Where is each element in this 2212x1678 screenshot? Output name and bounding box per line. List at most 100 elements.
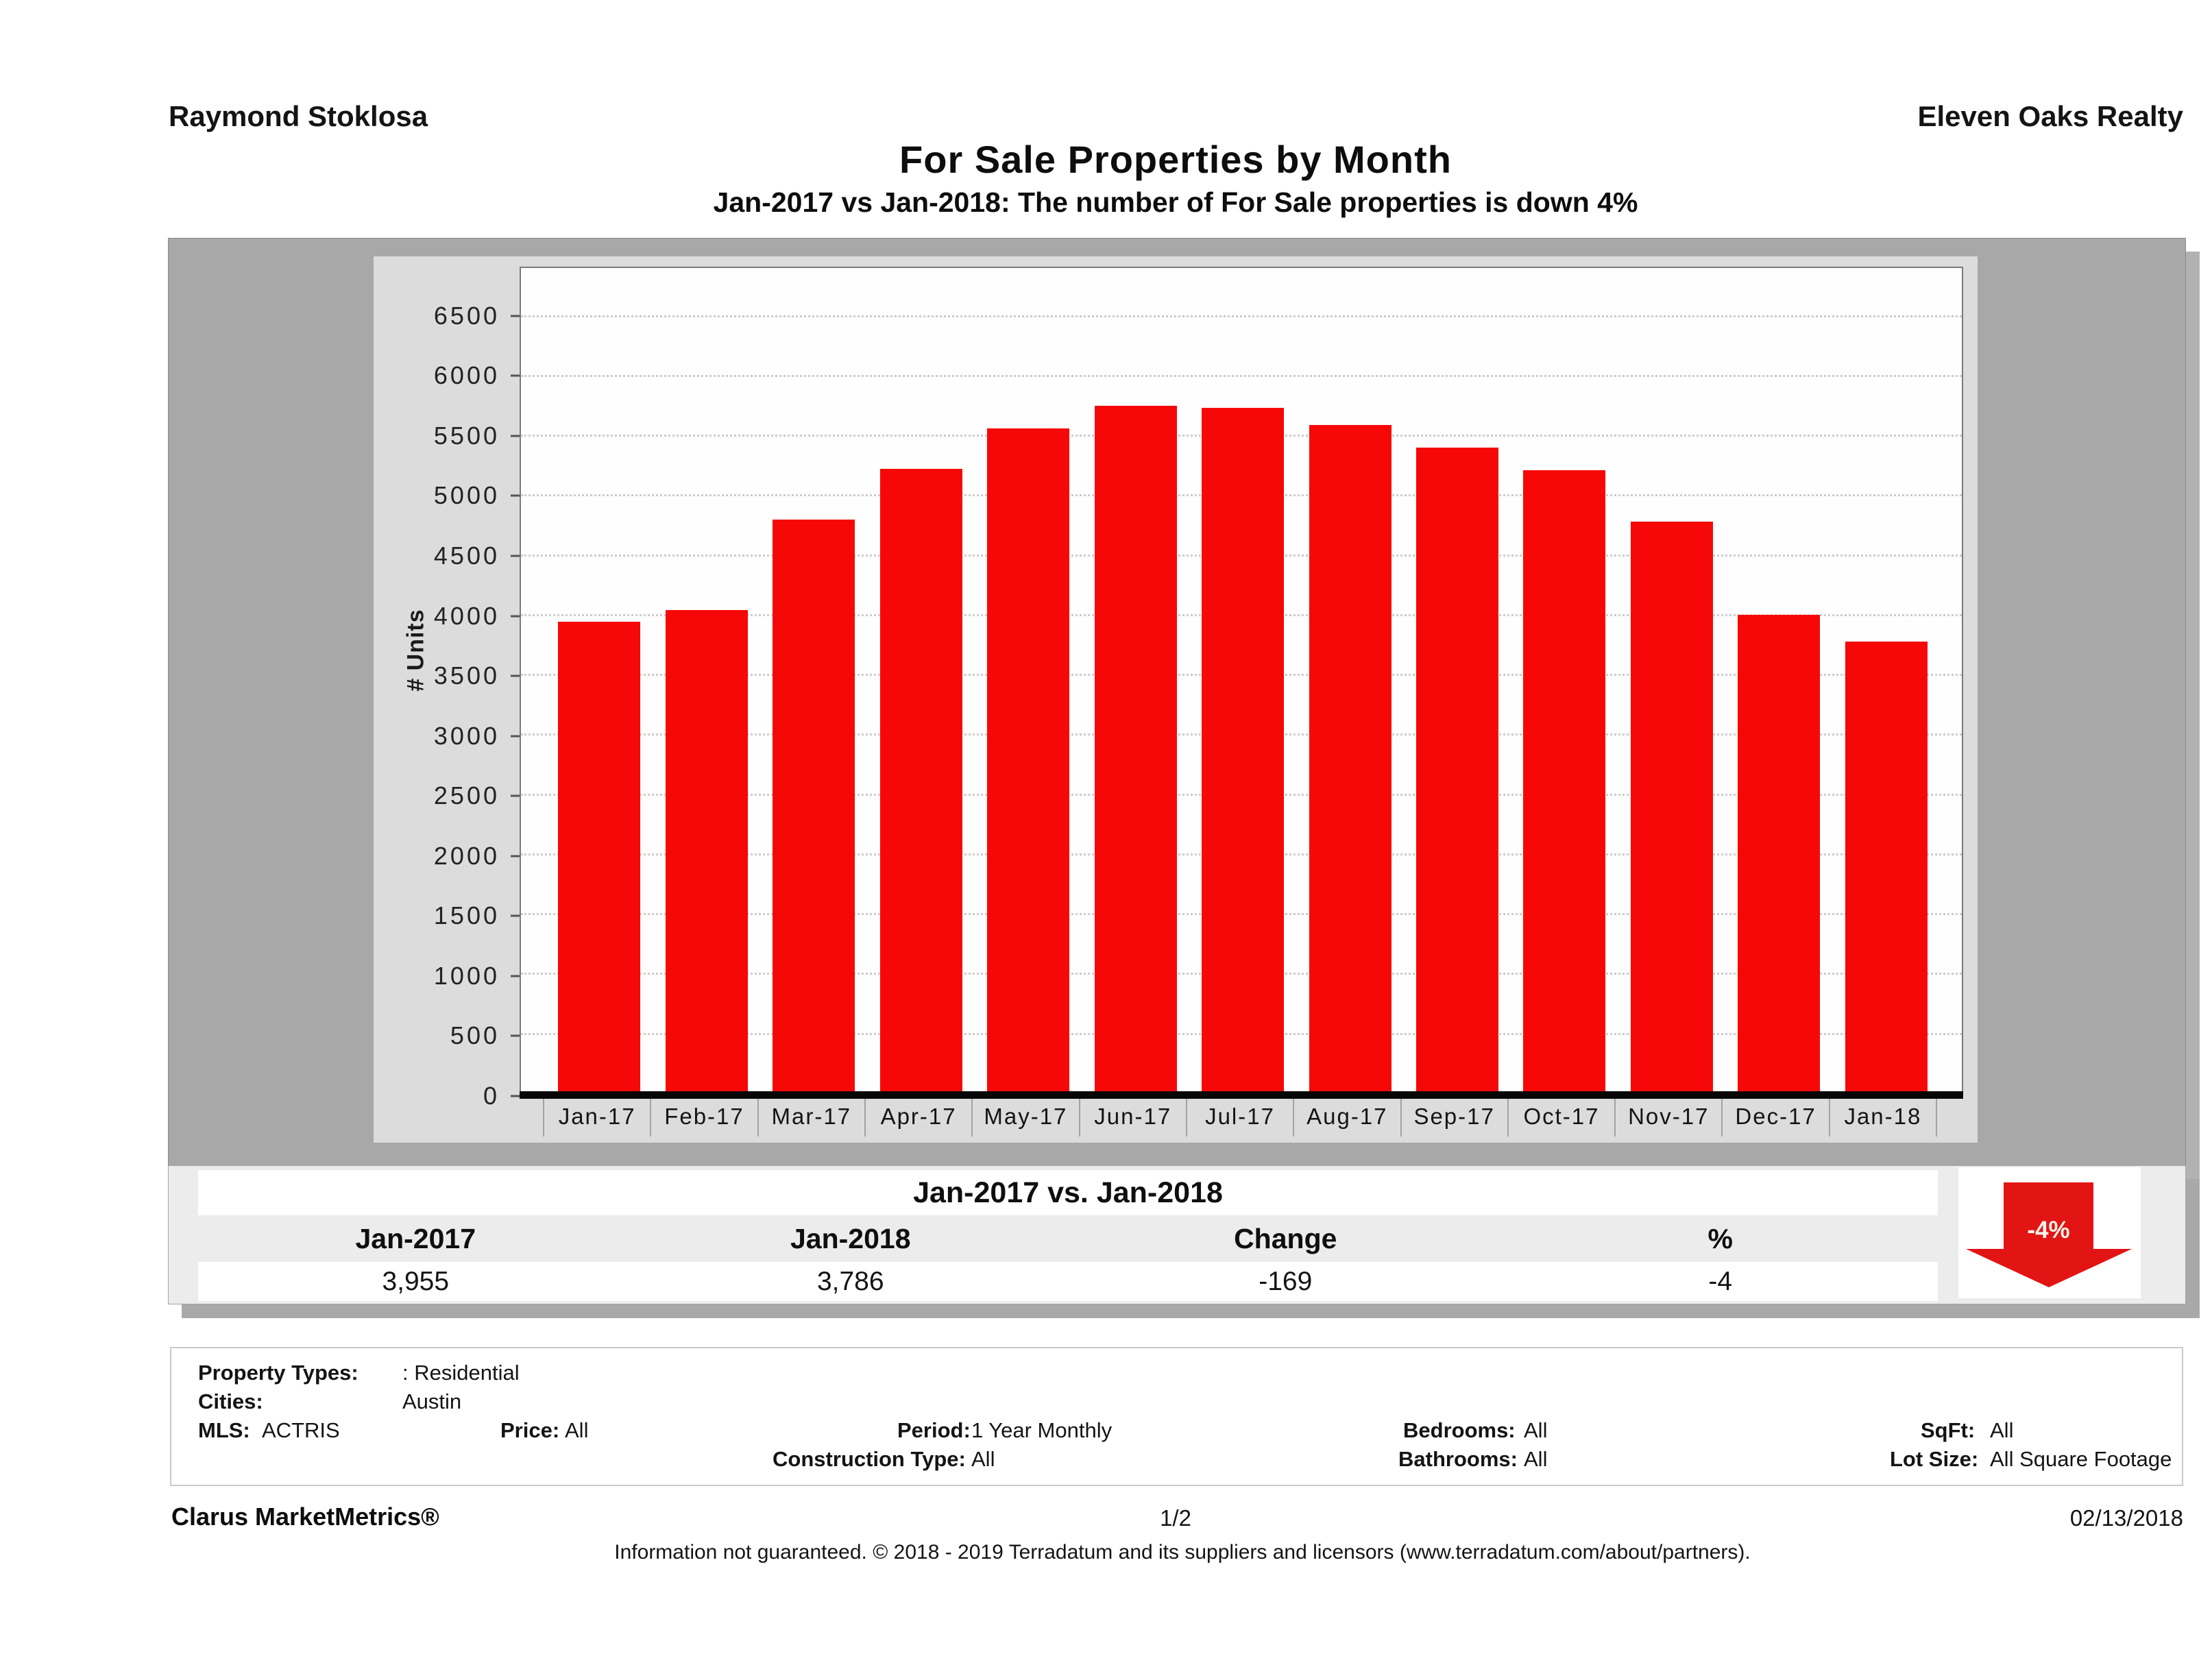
price-label: Price:	[500, 1418, 560, 1442]
y-tick-label-5500: 5500	[433, 421, 500, 450]
cities-value: Austin	[402, 1389, 462, 1413]
y-tick-mark-4000	[511, 615, 521, 618]
bedrooms-label: Bedrooms:	[1403, 1418, 1516, 1442]
summary-value-jan-2018: 3,786	[816, 1267, 884, 1296]
y-tick-label-6000: 6000	[433, 361, 500, 390]
bar-cell-may-17	[975, 268, 1082, 1095]
summary-value-percent: -4	[1708, 1267, 1733, 1296]
y-tick-mark-6500	[511, 315, 521, 317]
x-tick-label-nov-17: Nov-17	[1614, 1098, 1721, 1136]
bar-cell-jun-17	[1082, 268, 1189, 1095]
y-tick-mark-2000	[511, 855, 521, 858]
y-tick-mark-3000	[511, 735, 521, 738]
bar-cell-sep-17	[1404, 268, 1511, 1095]
period-label: Period:	[897, 1418, 971, 1442]
bar-jan-17	[558, 621, 641, 1095]
sqft-value: All	[1990, 1418, 2014, 1442]
summary-title: Jan-2017 vs. Jan-2018	[198, 1170, 1938, 1215]
bar-apr-17	[879, 469, 962, 1095]
y-tick-label-3500: 3500	[433, 661, 500, 690]
x-tick-label-jan-17: Jan-17	[543, 1098, 650, 1136]
sqft-label: SqFt:	[1921, 1418, 1976, 1442]
summary-header-row: Jan-2017 Jan-2018 Change %	[198, 1215, 1938, 1262]
bar-cell-aug-17	[1296, 268, 1403, 1095]
bar-sep-17	[1415, 447, 1498, 1095]
summary-header-jan-2018: Jan-2018	[790, 1223, 911, 1254]
y-tick-mark-5000	[511, 494, 521, 497]
mls-value: ACTRIS	[262, 1418, 340, 1442]
x-tick-label-mar-17: Mar-17	[757, 1098, 864, 1136]
bar-may-17	[987, 428, 1070, 1095]
bar-cell-jan-18	[1833, 268, 1940, 1095]
bar-jan-18	[1845, 642, 1928, 1095]
bar-feb-17	[665, 610, 748, 1095]
bar-jun-17	[1094, 405, 1177, 1095]
cities-label: Cities:	[198, 1389, 263, 1413]
gridline-6000	[521, 374, 1962, 377]
construction-type-value: All	[971, 1447, 995, 1471]
criteria-box: Property Types: : Residential Cities: Au…	[170, 1347, 2183, 1486]
mls-label: MLS:	[198, 1418, 250, 1442]
y-tick-label-2500: 2500	[433, 781, 500, 810]
bar-jul-17	[1202, 408, 1285, 1095]
x-axis-baseline	[520, 1091, 1963, 1099]
down-arrow-head-icon	[1966, 1249, 2132, 1287]
bar-dec-17	[1738, 615, 1821, 1095]
down-arrow-icon	[2004, 1182, 2093, 1249]
x-tick-label-jan-18: Jan-18	[1828, 1098, 1938, 1136]
bar-nov-17	[1630, 522, 1713, 1095]
bar-mar-17	[773, 519, 855, 1095]
y-tick-label-1000: 1000	[433, 961, 500, 990]
footer-date: 02/13/2018	[2069, 1505, 2183, 1531]
summary-header-change: Change	[1234, 1223, 1337, 1254]
x-tick-label-jun-17: Jun-17	[1078, 1098, 1186, 1136]
summary-value-change: -169	[1259, 1267, 1313, 1296]
agent-name: Raymond Stoklosa	[169, 100, 428, 132]
summary-header-percent: %	[1707, 1223, 1733, 1254]
x-tick-label-jul-17: Jul-17	[1185, 1098, 1293, 1136]
y-tick-label-0: 0	[483, 1082, 500, 1110]
y-tick-label-4000: 4000	[433, 601, 500, 630]
property-types-label: Property Types:	[198, 1361, 358, 1385]
x-tick-label-may-17: May-17	[971, 1098, 1078, 1136]
footer-product-name: Clarus MarketMetrics®	[171, 1503, 439, 1531]
summary-header-jan-2017: Jan-2017	[355, 1223, 476, 1254]
bar-cell-oct-17	[1511, 268, 1618, 1095]
y-tick-label-3000: 3000	[433, 721, 500, 750]
plot-area	[520, 267, 1963, 1099]
y-tick-mark-500	[511, 1034, 521, 1037]
bar-cell-dec-17	[1725, 268, 1832, 1095]
x-axis-labels: Jan-17 Feb-17 Mar-17 Apr-17 May-17 Jun-17 Jul-…	[543, 1098, 1938, 1136]
period-value: 1 Year Monthly	[971, 1418, 1113, 1442]
y-tick-label-1500: 1500	[433, 901, 500, 930]
bar-cell-jul-17	[1189, 268, 1296, 1095]
bathrooms-value: All	[1524, 1447, 1548, 1471]
bedrooms-value: All	[1524, 1418, 1548, 1442]
bar-cell-nov-17	[1618, 268, 1725, 1095]
construction-type-label: Construction Type:	[773, 1447, 966, 1471]
bar-cell-jan-17	[546, 268, 653, 1095]
y-tick-mark-1000	[511, 975, 521, 977]
x-tick-label-feb-17: Feb-17	[650, 1098, 757, 1136]
y-tick-mark-3500	[511, 674, 521, 677]
lot-size-value: All Square Footage	[1990, 1447, 2172, 1471]
bar-oct-17	[1523, 470, 1606, 1095]
y-tick-label-2000: 2000	[433, 841, 500, 870]
y-tick-mark-5500	[511, 435, 521, 437]
y-tick-mark-0	[511, 1095, 521, 1097]
page-subtitle: Jan-2017 vs Jan-2018: The number of For …	[713, 186, 1638, 218]
footer-disclaimer: Information not guaranteed. © 2018 - 201…	[614, 1541, 1751, 1564]
y-tick-label-4500: 4500	[433, 542, 500, 570]
y-tick-mark-4500	[511, 555, 521, 557]
y-axis-labels: 0 500 1000 1500 2000 2500 3000 3500 4000 4500 5000…	[374, 267, 508, 1110]
y-tick-label-5000: 5000	[433, 481, 500, 510]
x-tick-label-dec-17: Dec-17	[1721, 1098, 1828, 1136]
change-badge: -4%	[1958, 1167, 2141, 1298]
bar-cell-apr-17	[867, 268, 974, 1095]
page-title: For Sale Properties by Month	[899, 138, 1452, 181]
bar-cell-feb-17	[653, 268, 759, 1095]
x-tick-label-apr-17: Apr-17	[864, 1098, 971, 1136]
x-tick-label-oct-17: Oct-17	[1507, 1098, 1614, 1136]
footer-page-number: 1/2	[1160, 1505, 1191, 1531]
chart-panel: # Units 0 500 1000 1500 2000 2500 3000 3500 4000…	[168, 238, 2186, 1167]
